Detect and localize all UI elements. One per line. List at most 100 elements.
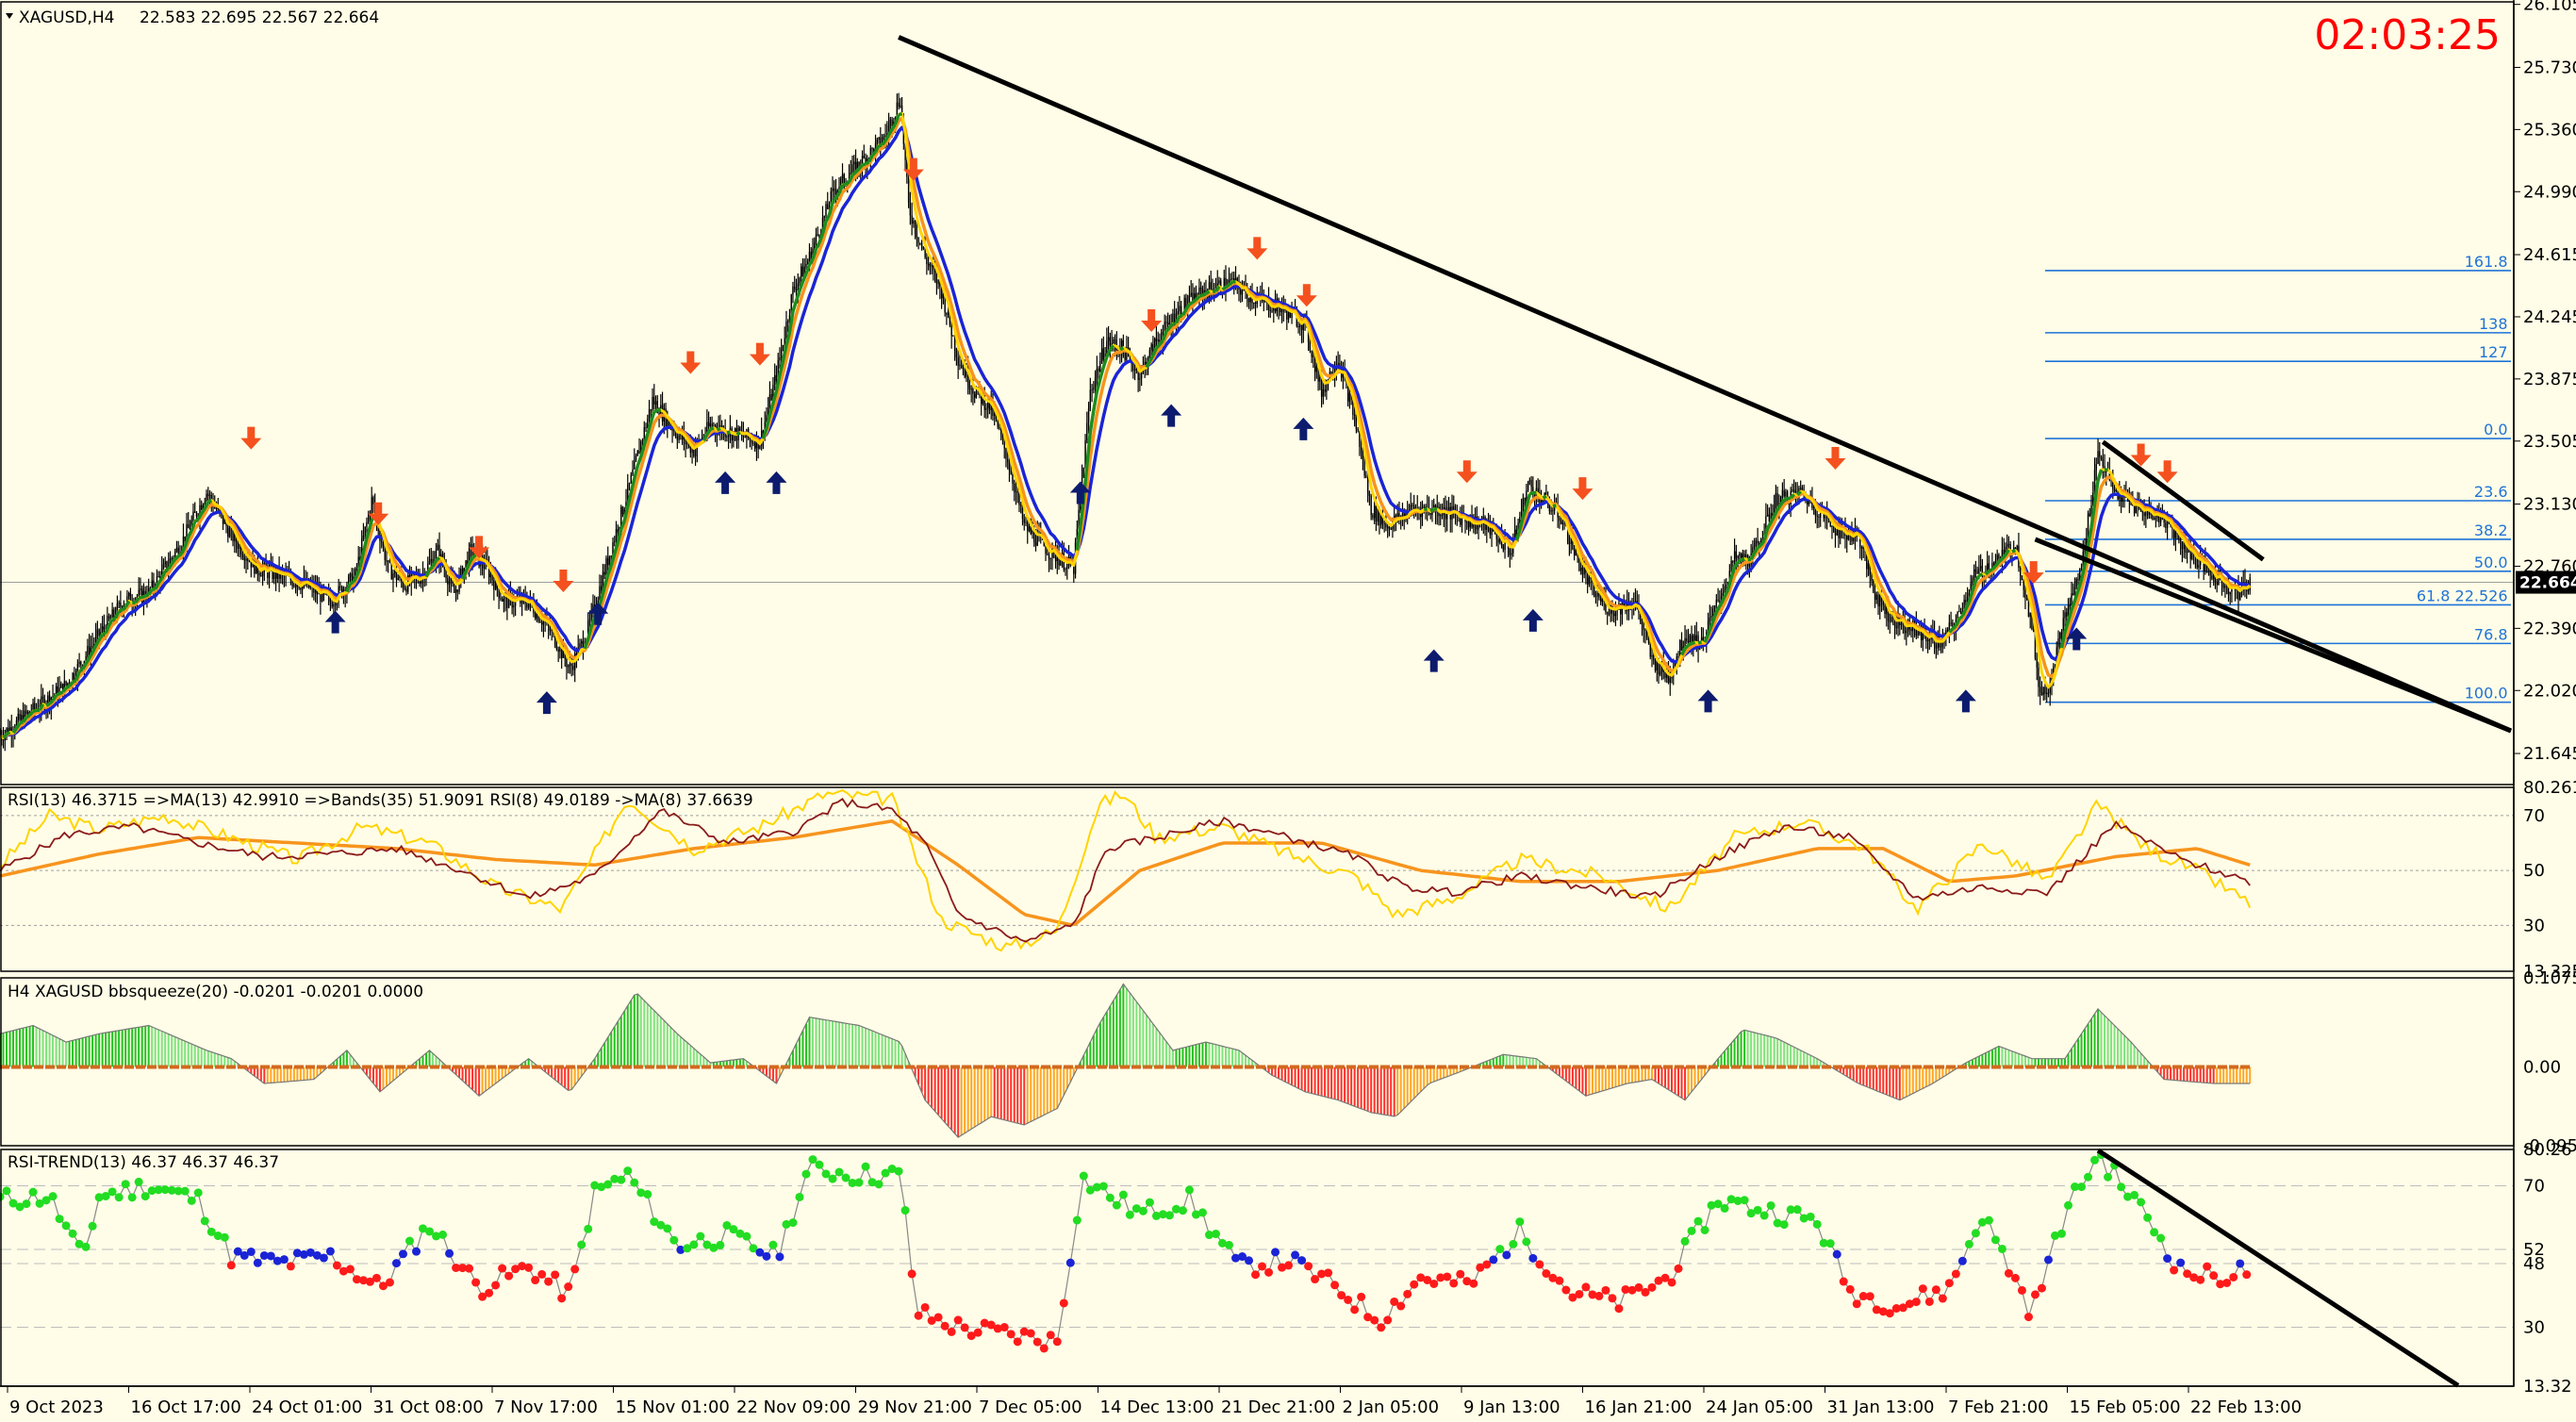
rsi-trend-dot (1311, 1275, 1320, 1284)
candle-body (957, 357, 959, 366)
candle-body (506, 596, 508, 608)
candle-body (1016, 491, 1018, 493)
candle-body (1007, 458, 1009, 463)
candle-body (2069, 605, 2071, 607)
candle-body (1988, 563, 1990, 571)
candle-body (634, 459, 636, 470)
candle-body (1816, 515, 1818, 517)
candle-body (1441, 514, 1444, 516)
candle-body (1887, 604, 1890, 621)
rsi-trend-dot (702, 1240, 712, 1249)
candle-body (1249, 294, 1251, 303)
candle-body (1210, 282, 1212, 289)
rsi-trend-dot (1019, 1327, 1029, 1336)
candle-body (2034, 632, 2037, 658)
server-clock: 02:03:25 (2314, 11, 2501, 59)
candle-body (922, 247, 925, 249)
candle-body (1590, 577, 1592, 579)
rsi-trend-dot (1151, 1211, 1161, 1220)
candle-body (1076, 528, 1079, 543)
candle-body (667, 417, 669, 426)
candle-body (1000, 428, 1002, 436)
sell-arrow-icon (1141, 308, 1163, 332)
rsi-trend-dot (1918, 1284, 1927, 1294)
rsi-trend-dot (861, 1162, 870, 1171)
rsi-trend-dot (920, 1302, 930, 1312)
candle-body (1666, 672, 1668, 678)
candle-body (1871, 574, 1873, 582)
candle-body (1606, 611, 1609, 614)
candle-body (2064, 612, 2066, 619)
candle-body (526, 604, 528, 608)
rsi-trend-dot (1224, 1240, 1233, 1249)
rsi-trend-dot (1092, 1182, 1101, 1192)
trend-tick-label: 48 (2523, 1254, 2545, 1274)
sell-arrow-icon (1825, 447, 1846, 471)
candle-body (195, 512, 198, 517)
candle-body (334, 604, 337, 605)
rsi-trend-dot (894, 1166, 903, 1176)
rsi-trend-dot (2064, 1200, 2073, 1210)
candle-body (1926, 639, 1929, 642)
rsi-trend-dot (1905, 1299, 1914, 1309)
candle-body (2120, 493, 2122, 502)
symbol-menu-icon[interactable] (6, 13, 13, 19)
candle-body (906, 159, 908, 177)
rsi-trend-dot (154, 1185, 163, 1195)
candle-body (636, 450, 638, 456)
rsi-trend-dot (788, 1218, 798, 1228)
rsi-trend-dot (213, 1232, 223, 1241)
rsi-trend-dot (1363, 1313, 1373, 1322)
candle-body (962, 368, 965, 370)
candle-body (755, 436, 758, 449)
candle-body (1230, 278, 1231, 281)
candle-body (876, 140, 879, 143)
candle-body (1342, 372, 1345, 378)
buy-arrow-icon (1293, 417, 1314, 440)
candle-body (2216, 582, 2218, 586)
candle-body (397, 578, 399, 580)
candle-body (1348, 392, 1351, 402)
candle-body (1073, 561, 1075, 574)
rsi-trend-dot (2156, 1233, 2166, 1243)
candle-body (2185, 537, 2187, 554)
candle-body (194, 511, 196, 513)
fib-level-label: 76.8 (2474, 625, 2508, 643)
candle-body (1299, 324, 1301, 327)
candle-body (491, 573, 493, 581)
rsi-trend-dot (1383, 1315, 1393, 1325)
candle-body (1910, 628, 1912, 632)
candle-body (1875, 594, 1877, 601)
rsi-trend-dot (1138, 1206, 1148, 1215)
candle-body (2062, 618, 2064, 639)
candle-body (1559, 517, 1560, 521)
trend-tick-label: 70 (2523, 1176, 2545, 1196)
candle-body (1256, 298, 1258, 305)
rsi-trend-dot (61, 1221, 71, 1231)
rsi-trend-dot (2150, 1228, 2159, 1237)
rsi-trend-dot (319, 1253, 328, 1263)
rsi-trend-dot (960, 1323, 969, 1332)
candle-body (1370, 495, 1372, 516)
candle-body (2211, 575, 2213, 579)
candle-body (534, 613, 537, 619)
candle-body (603, 571, 605, 575)
candle-body (41, 696, 44, 700)
candle-body (1010, 470, 1012, 474)
candle-body (2027, 598, 2030, 617)
candle-body (1183, 297, 1185, 315)
candle-body (1486, 521, 1488, 530)
rsi-trend-dot (1608, 1294, 1617, 1303)
candle-body (2204, 560, 2206, 571)
candle-body (1033, 530, 1035, 542)
sell-arrow-icon (240, 426, 262, 450)
candle-body (1610, 605, 1611, 614)
candle-body (1818, 516, 1820, 518)
rsi-tick-label: 70 (2523, 806, 2545, 826)
candle-body (1499, 536, 1501, 543)
rsi-trend-dot (1825, 1239, 1835, 1248)
candle-body (1014, 483, 1016, 492)
candle-body (2024, 589, 2026, 599)
rsi-trend-dot (729, 1225, 738, 1234)
